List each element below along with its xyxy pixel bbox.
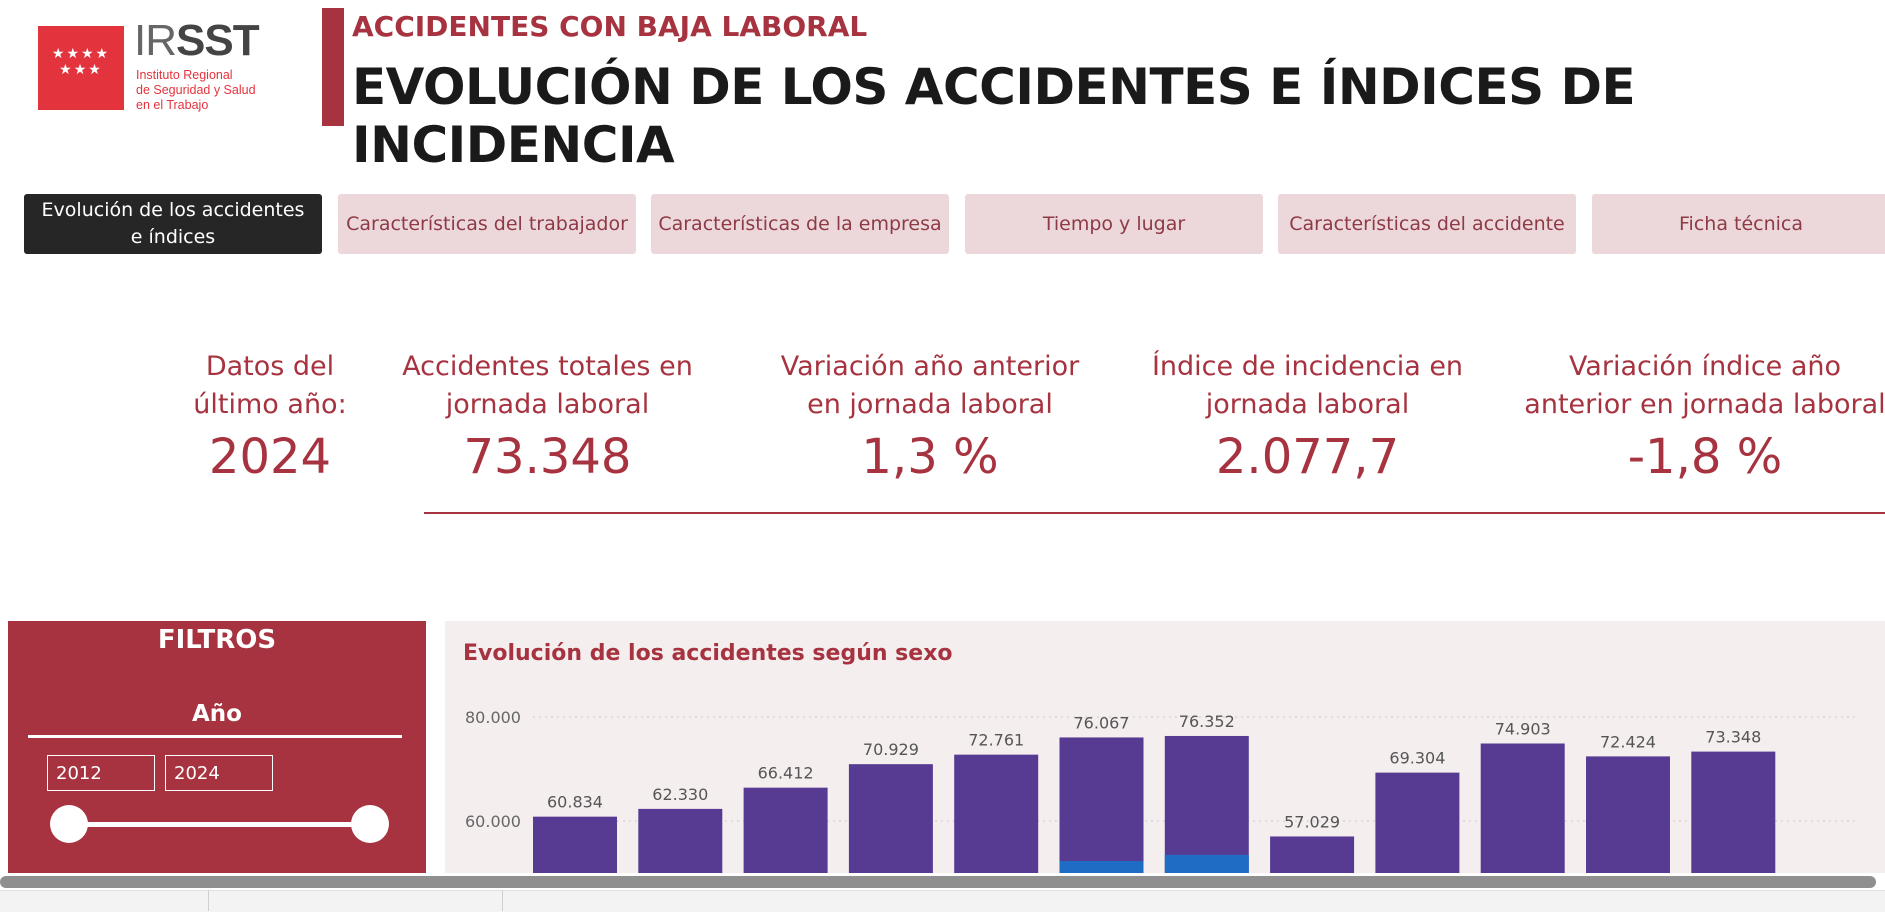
logo-wordmark: IRSST xyxy=(134,16,260,66)
kpi-index-variation: Variación índice año anterior en jornada… xyxy=(1520,348,1885,488)
bar-data-label: 66.412 xyxy=(758,764,814,783)
bottom-bar-separator xyxy=(208,890,209,911)
bar-data-label: 69.304 xyxy=(1389,749,1445,768)
logo-subtitle-line: en el Trabajo xyxy=(136,98,209,112)
bar-total[interactable] xyxy=(533,816,617,873)
bar-data-label: 76.352 xyxy=(1179,712,1235,731)
page-subtitle: ACCIDENTES CON BAJA LABORAL xyxy=(352,10,868,43)
bar-segment[interactable] xyxy=(1164,854,1249,873)
kpi-label: Variación índice año anterior en jornada… xyxy=(1524,351,1885,420)
kpi-variation: Variación año anterior en jornada labora… xyxy=(760,348,1100,488)
kpi-divider xyxy=(424,512,1885,514)
comunidad-madrid-flag: ★★★★ ★★★ xyxy=(38,26,124,110)
kpi-label: Accidentes totales en jornada laboral xyxy=(402,351,693,420)
tab-accidente[interactable]: Características del accidente xyxy=(1278,194,1576,254)
year-range-start-handle[interactable] xyxy=(50,805,88,843)
tab-empresa[interactable]: Características de la empresa xyxy=(651,194,949,254)
horizontal-scrollbar[interactable] xyxy=(0,876,1876,888)
year-filter-divider xyxy=(28,735,402,738)
tab-trabajador[interactable]: Características del trabajador xyxy=(338,194,636,254)
bar-total[interactable] xyxy=(638,808,723,873)
y-tick-label: 60.000 xyxy=(465,812,521,831)
accidents-by-sex-chart: 60.000 80.000 60.834 62.330 66.412 70.929 72.7… xyxy=(465,708,1857,873)
kpi-label: Variación año anterior en jornada labora… xyxy=(780,351,1080,420)
chart-title: Evolución de los accidentes según sexo xyxy=(463,641,953,666)
tab-ficha-tecnica[interactable]: Ficha técnica xyxy=(1592,194,1885,254)
bar-total[interactable] xyxy=(1480,743,1565,873)
bar-data-label: 74.903 xyxy=(1495,720,1551,739)
logo-subtitle-line: Instituto Regional xyxy=(136,68,233,82)
bar-data-label: 60.834 xyxy=(547,793,603,812)
kpi-total-accidents: Accidentes totales en jornada laboral 73… xyxy=(400,348,695,488)
bar-data-label: 72.761 xyxy=(968,731,1024,750)
tab-evolucion[interactable]: Evolución de los accidentes e índices xyxy=(24,194,322,254)
bar-total[interactable] xyxy=(1059,737,1144,873)
year-range-slider-track[interactable] xyxy=(68,822,378,827)
filters-panel: FILTROS Año xyxy=(8,621,426,873)
page-title: EVOLUCIÓN DE LOS ACCIDENTES E ÍNDICES DE… xyxy=(352,58,1636,174)
chart-panel: Evolución de los accidentes según sexo 6… xyxy=(445,621,1885,873)
filters-title: FILTROS xyxy=(157,625,277,655)
bottom-bar-separator xyxy=(502,890,503,911)
kpi-year: Datos del último año: 2024 xyxy=(180,348,360,488)
bar-data-label: 57.029 xyxy=(1284,812,1340,831)
stars-icon: ★★★★ ★★★ xyxy=(51,46,111,78)
kpi-value: 2024 xyxy=(208,429,332,485)
bar-total[interactable] xyxy=(1164,735,1249,873)
y-tick-label: 80.000 xyxy=(465,708,521,727)
kpi-value: 73.348 xyxy=(463,429,632,485)
bar-total[interactable] xyxy=(848,764,933,873)
logo-subtitle-line: de Seguridad y Salud xyxy=(136,83,256,97)
logo-ir: IR xyxy=(134,16,177,65)
year-range-end-handle[interactable] xyxy=(351,805,389,843)
title-accent-bar xyxy=(322,8,344,126)
logo-sst: SST xyxy=(176,16,260,65)
kpi-value: 2.077,7 xyxy=(1215,429,1400,485)
bar-total[interactable] xyxy=(1691,751,1776,873)
bar-data-label: 76.067 xyxy=(1074,713,1130,732)
bar-total[interactable] xyxy=(1586,756,1670,873)
kpi-label: Datos del último año: xyxy=(193,351,347,420)
kpi-incidence-index: Índice de incidencia en jornada laboral … xyxy=(1145,348,1470,488)
irsst-logo: ★★★★ ★★★ IRSST Instituto Regional de Seg… xyxy=(38,16,278,122)
kpi-label: Índice de incidencia en jornada laboral xyxy=(1151,351,1464,420)
bar-data-label: 73.348 xyxy=(1705,728,1761,747)
logo-subtitle: Instituto Regional de Seguridad y Salud … xyxy=(136,68,256,113)
kpi-value: -1,8 % xyxy=(1627,429,1783,485)
year-to-input[interactable] xyxy=(165,755,273,791)
bar-segment[interactable] xyxy=(1059,861,1144,873)
tab-tiempo-lugar[interactable]: Tiempo y lugar xyxy=(965,194,1263,254)
year-from-input[interactable] xyxy=(47,755,155,791)
bar-total[interactable] xyxy=(1375,772,1460,873)
bar-total[interactable] xyxy=(743,787,828,873)
bar-data-label: 70.929 xyxy=(863,740,919,759)
tab-bar: Evolución de los accidentes e índices Ca… xyxy=(0,194,1885,254)
kpi-value: 1,3 % xyxy=(861,429,999,485)
bar-data-label: 72.424 xyxy=(1600,732,1656,751)
bar-data-label: 62.330 xyxy=(652,785,708,804)
bar-total[interactable] xyxy=(1270,836,1355,873)
bottom-bar xyxy=(0,890,1885,912)
bar-total[interactable] xyxy=(954,754,1039,873)
year-filter-label: Año xyxy=(192,701,242,727)
